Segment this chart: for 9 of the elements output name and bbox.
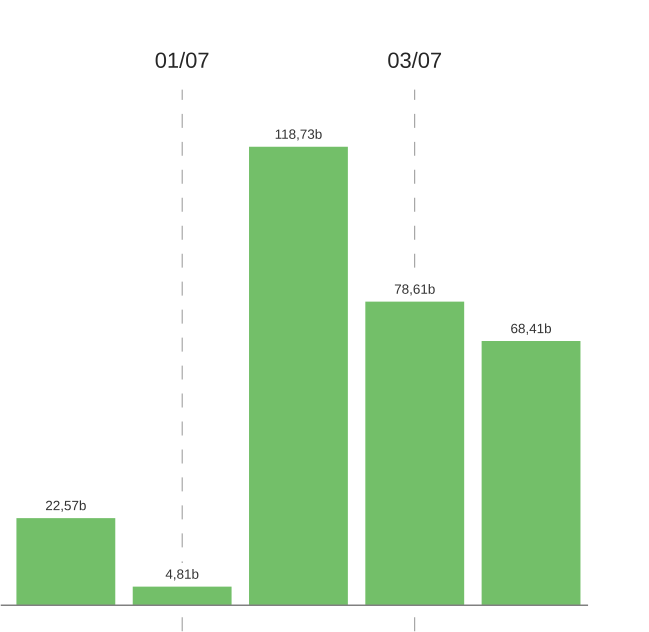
data-label: 22,57b: [46, 500, 86, 512]
x-tick-label: 03/07: [388, 52, 442, 68]
data-label: 4,81b: [166, 569, 198, 581]
bar: [365, 302, 464, 606]
x-tick-label: 01/07: [156, 52, 208, 68]
data-label: 118,73b: [276, 129, 322, 141]
bar: [132, 586, 232, 606]
data-label: 68,41b: [511, 324, 552, 336]
data-label: 78,61b: [394, 284, 435, 296]
